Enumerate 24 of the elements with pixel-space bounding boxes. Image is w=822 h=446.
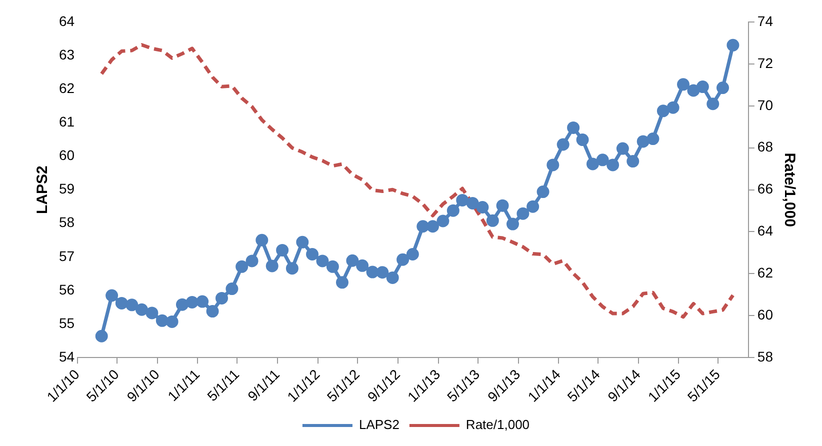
y2-tick-label: 72: [757, 54, 774, 71]
y-tick-label: 60: [58, 147, 75, 164]
y2-tick-label: 60: [757, 306, 774, 323]
y-tick-label: 63: [58, 46, 75, 62]
y-tick-label: 62: [58, 80, 75, 96]
y2-tick-label: 70: [757, 96, 774, 113]
y-tick-label: 56: [58, 281, 75, 298]
legend-label: Rate/1,000: [466, 417, 530, 432]
y-tick-label: 64: [58, 12, 75, 29]
y-tick-label: 57: [58, 248, 75, 264]
y2-tick-label: 64: [757, 222, 774, 239]
y-tick-label: 61: [58, 114, 75, 130]
y-tick-label: 54: [58, 348, 75, 364]
y2-tick-label: 62: [757, 264, 774, 281]
y2-tick-label: 66: [757, 180, 774, 197]
legend-label: LAPS2: [358, 417, 400, 432]
y2-axis-title: Rate/1,000: [780, 152, 798, 227]
y2-tick-label: 68: [757, 138, 774, 155]
y-tick-label: 55: [58, 314, 75, 331]
y-axis-title: LAPS2: [34, 166, 52, 214]
y-tick-label: 58: [58, 214, 75, 230]
y2-tick-label: 58: [757, 348, 774, 364]
y2-tick-label: 74: [757, 12, 774, 29]
y-tick-label: 59: [58, 180, 75, 197]
